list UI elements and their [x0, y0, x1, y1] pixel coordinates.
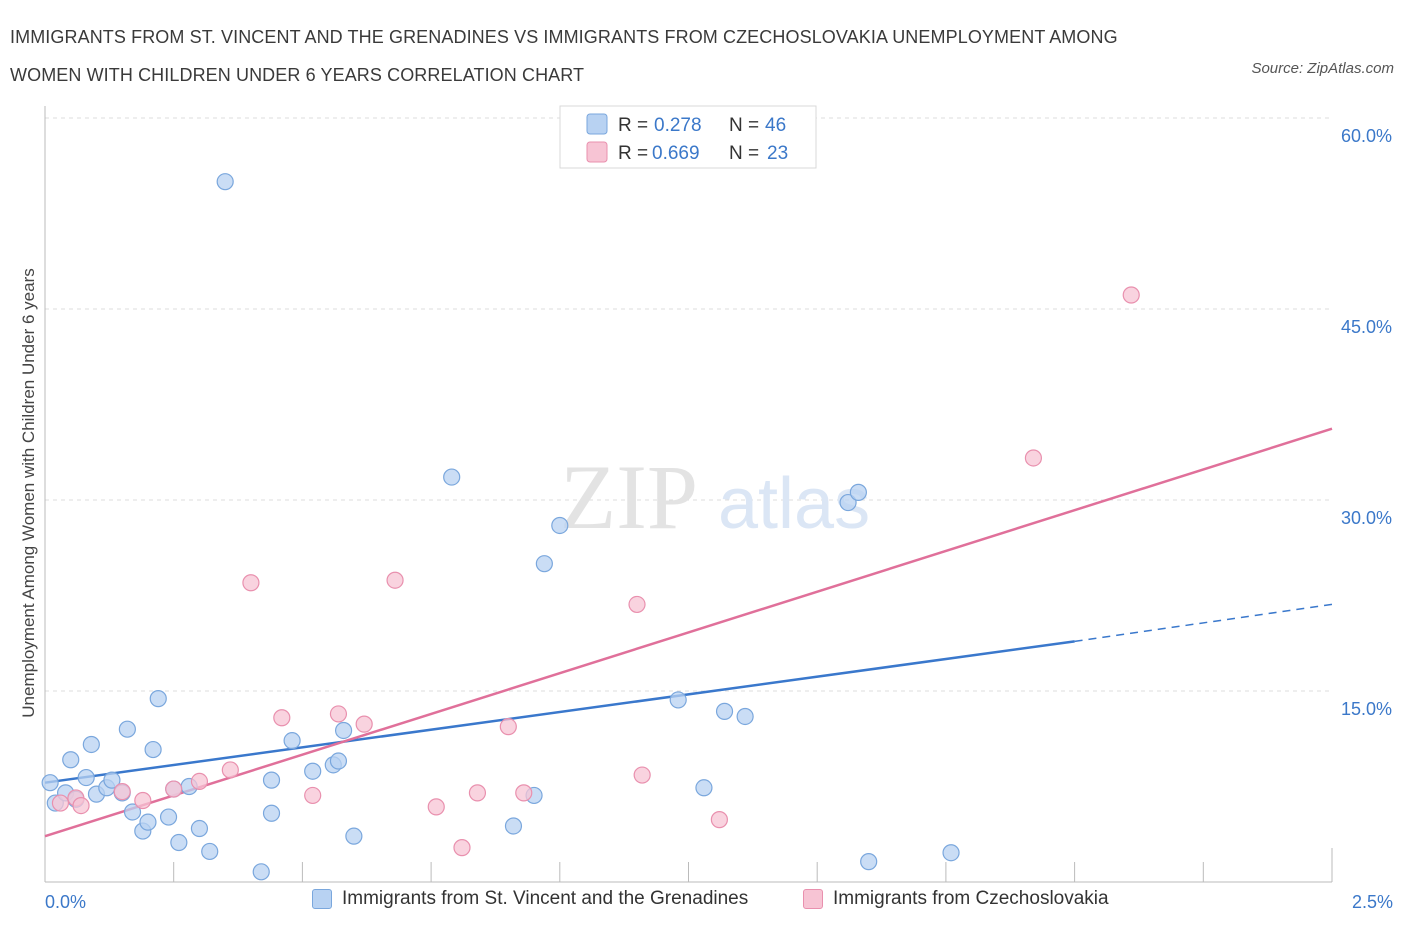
st-vincent-point	[736, 707, 754, 726]
watermark-zip: ZIP	[560, 446, 698, 548]
y-axis-label: Unemployment Among Women with Children U…	[19, 268, 38, 717]
czechoslovakia-point	[1024, 449, 1043, 467]
st-vincent-point	[551, 516, 569, 535]
st-vincent-point	[535, 555, 553, 573]
st-vincent-point	[695, 779, 713, 797]
czechoslovakia-point	[468, 784, 487, 802]
st-vincent-point	[443, 468, 461, 486]
st-vincent-point	[82, 735, 100, 754]
st-vincent-point	[190, 819, 209, 838]
axis-layer: 15.0% 30.0% 45.0% 60.0% 0.0% 2.5%	[44, 106, 1393, 912]
legend-swatch-blue	[586, 113, 608, 135]
st-vincent-point	[41, 774, 59, 792]
czechoslovakia-point	[386, 571, 404, 589]
st-vincent-point	[849, 483, 867, 501]
st-vincent-point	[262, 771, 281, 789]
legend-r-label-pink: R =	[618, 143, 648, 164]
st-vincent-point	[860, 853, 878, 871]
legend-r-value-pink: 0.669	[652, 143, 700, 164]
st-vincent-point	[159, 808, 178, 826]
czechoslovakia-point	[72, 796, 90, 815]
czechoslovakia-point	[190, 772, 209, 791]
czechoslovakia-trendline	[44, 427, 1333, 838]
st-vincent-point	[144, 740, 162, 759]
czechoslovakia-point	[134, 791, 152, 810]
czechoslovakia-point	[355, 715, 373, 733]
czechoslovakia-point	[453, 839, 471, 857]
legend-n-label-blue: N =	[729, 115, 759, 136]
source-label: Source: ZipAtlas.com	[1251, 60, 1394, 77]
czechoslovakia-point	[710, 811, 728, 829]
czechoslovakia-point	[221, 761, 239, 779]
legend-n-value-pink: 23	[767, 143, 788, 164]
st-vincent-point	[139, 813, 157, 831]
st-vincent-point	[504, 817, 523, 835]
x-tick-label: 0.0%	[45, 892, 86, 912]
st-vincent-point	[669, 691, 687, 709]
legend-top: R = 0.278 N = 46 R = 0.669 N = 23	[559, 105, 817, 169]
czechoslovakia-point	[165, 780, 183, 798]
czechoslovakia-point	[633, 766, 651, 784]
st-vincent-point	[262, 804, 281, 822]
legend-label-czechoslovakia: Immigrants from Czechoslovakia	[833, 888, 1109, 909]
czechoslovakia-point	[242, 574, 260, 592]
legend-bottom: Immigrants from St. Vincent and the Gren…	[0, 888, 1406, 916]
chart-title: IMMIGRANTS FROM ST. VINCENT AND THE GREN…	[10, 27, 1118, 85]
st-vincent-point	[170, 833, 188, 852]
st-vincent-trendline-extension	[1074, 603, 1333, 643]
czechoslovakia-point	[51, 794, 70, 812]
st-vincent-point	[283, 732, 301, 750]
points-layer	[41, 173, 1140, 881]
st-vincent-point	[839, 493, 857, 512]
st-vincent-point	[123, 803, 142, 821]
st-vincent-point	[149, 690, 167, 708]
legend-n-label-pink: N =	[729, 143, 759, 164]
legend-item-st-vincent: Immigrants from St. Vincent and the Gren…	[312, 888, 748, 910]
czechoslovakia-point	[329, 705, 348, 723]
czechoslovakia-point	[515, 784, 533, 802]
legend-label-st-vincent: Immigrants from St. Vincent and the Gren…	[342, 888, 749, 909]
st-vincent-point	[62, 751, 80, 769]
czechoslovakia-point	[273, 709, 291, 727]
st-vincent-point	[201, 842, 219, 861]
grid-layer	[45, 117, 1332, 692]
st-vincent-point	[118, 720, 136, 738]
legend-r-label-blue: R =	[618, 115, 648, 136]
trend-layer	[44, 427, 1333, 838]
legend-swatch-czechoslovakia	[803, 889, 823, 909]
czechoslovakia-point	[499, 718, 517, 736]
st-vincent-point	[252, 863, 270, 881]
legend-swatch-pink	[586, 141, 608, 163]
st-vincent-point	[715, 702, 734, 720]
st-vincent-trendline	[44, 640, 1075, 784]
legend-r-value-blue: 0.278	[654, 115, 702, 136]
watermark: ZIP atlas	[560, 446, 870, 548]
st-vincent-point	[216, 173, 234, 191]
st-vincent-point	[103, 771, 121, 789]
legend-n-value-blue: 46	[765, 115, 786, 136]
st-vincent-point	[942, 844, 960, 862]
st-vincent-point	[334, 721, 353, 740]
st-vincent-point	[345, 827, 363, 845]
legend-item-czechoslovakia: Immigrants from Czechoslovakia	[803, 888, 1109, 910]
czechoslovakia-point	[304, 786, 322, 805]
czechoslovakia-point	[113, 782, 131, 801]
czechoslovakia-point	[427, 798, 445, 816]
x-tick-label: 2.5%	[1352, 892, 1393, 912]
st-vincent-point	[304, 762, 322, 780]
y-tick-label: 60.0%	[1341, 126, 1392, 146]
st-vincent-point	[329, 752, 348, 770]
st-vincent-point	[77, 768, 95, 787]
czechoslovakia-point	[628, 595, 646, 614]
y-tick-label: 15.0%	[1341, 699, 1392, 719]
y-tick-label: 30.0%	[1341, 508, 1392, 528]
czechoslovakia-point	[1122, 286, 1140, 304]
legend-swatch-st-vincent	[312, 889, 332, 909]
y-tick-label: 45.0%	[1341, 317, 1392, 337]
